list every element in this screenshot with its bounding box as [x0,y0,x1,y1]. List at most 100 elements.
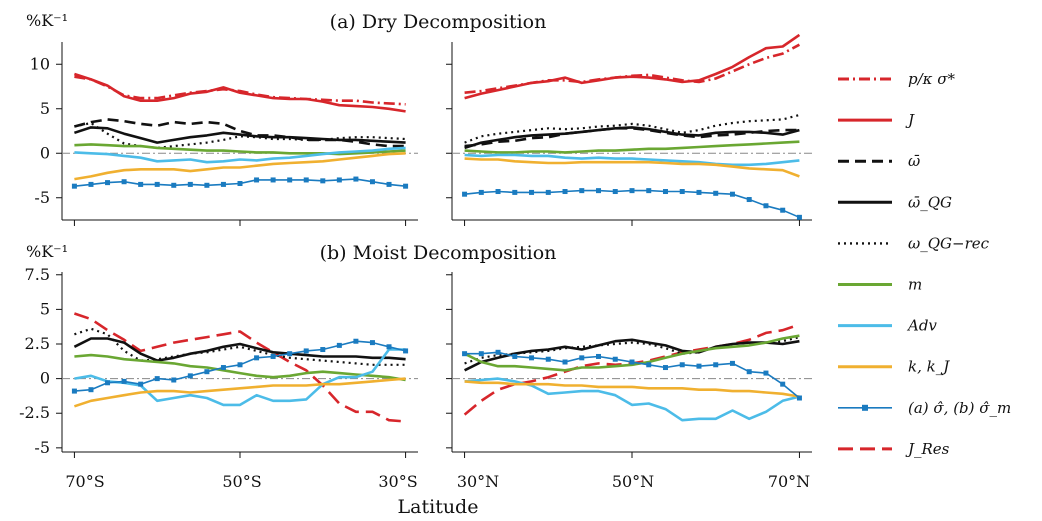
data-point-sigma_hat [763,203,769,209]
data-point-sigma_hat [303,177,309,183]
data-point-sigma_hat [105,380,111,386]
series-line-adv-north [464,153,800,167]
data-point-sigma_hat [729,191,735,197]
data-point-sigma_hat [138,181,144,187]
chart-panels: -5 0 5 10 -5 -2.5 0 2.5 5 7.5 [19,33,812,458]
x-tick-label-70n: 70°N [768,472,810,491]
legend-label-sigma_hat: (a) σ̂, (b) σ̂_m [908,399,1011,417]
data-point-sigma_hat [121,179,127,185]
legend-item-sigma_hat: (a) σ̂, (b) σ̂_m [838,399,1011,417]
data-point-sigma_hat [596,353,602,359]
series-line-k-north [464,157,800,178]
data-point-sigma_hat [529,189,535,195]
data-point-sigma_hat [237,181,243,187]
y-tick-label: 0 [40,143,50,162]
y-tick-label: 7.5 [25,265,50,284]
data-point-sigma_hat [254,177,260,183]
data-point-sigma_hat [596,188,602,194]
panel-b-title: (b) Moist Decomposition [320,242,557,264]
data-point-sigma_hat [386,181,392,187]
data-point-sigma_hat [713,362,719,368]
panel-a-title: (a) Dry Decomposition [330,11,547,33]
data-point-sigma_hat [629,359,635,365]
series-line-m-north [464,334,800,372]
data-point-sigma_hat [478,351,484,357]
series-line-k-south [73,377,406,408]
series-line-sigma_star-south [74,75,406,106]
data-point-sigma_hat [796,214,802,220]
data-point-sigma_hat [71,183,77,189]
data-point-sigma_hat [171,182,177,188]
legend-item-m: m [838,276,922,294]
legend-label-omega: ω̄ [908,152,920,170]
data-point-sigma_hat [105,180,111,186]
series-line-J-south [73,72,406,113]
y-tick-label: 2.5 [25,334,50,353]
y-tick-label: 0 [40,369,50,388]
y-tick-label: 10 [30,54,50,73]
data-point-sigma_hat [138,381,144,387]
panel-a-ylabel: %K⁻¹ [26,11,68,30]
series-line-omega-north [464,127,800,148]
x-tick-label-50n: 50°N [612,472,654,491]
legend-item-adv: Adv [838,317,937,335]
legend-marker-sigma_hat [862,404,868,411]
data-point-sigma_hat [512,353,518,359]
data-point-sigma_hat [612,189,618,195]
series-line-m-south [74,143,406,156]
data-point-sigma_hat [254,355,260,361]
legend-item-J_res: J_Res [838,440,950,458]
data-point-sigma_hat [746,369,752,375]
data-point-sigma_hat [579,355,585,361]
series-line-adv-north [464,377,800,422]
series-line-J-north [464,33,801,100]
legend-label-m: m [908,276,922,294]
data-point-sigma_hat [746,197,752,203]
data-point-sigma_hat [171,377,177,383]
series-line-J_res-south [73,312,406,423]
data-point-sigma_hat [403,348,409,354]
data-point-sigma_hat [369,340,375,346]
panel-b-ylabel: %K⁻¹ [26,242,68,261]
data-point-sigma_hat [336,177,342,183]
data-point-sigma_hat [204,182,210,188]
legend-item-k: k, k_J [838,358,950,376]
data-point-sigma_hat [353,338,359,344]
legend-label-adv: Adv [906,317,937,335]
data-point-sigma_hat [386,344,392,350]
legend-item-omega_qg_rec: ω_QG−rec [838,234,990,252]
data-point-sigma_hat [662,365,668,371]
series-line-m-north [464,140,800,154]
data-point-sigma_hat [71,388,77,394]
series-line-m-south [74,353,406,382]
legend-item-J: J [838,111,915,129]
data-point-sigma_hat [204,369,210,375]
data-point-sigma_hat [495,189,501,195]
data-point-sigma_hat [88,181,94,187]
legend-item-omega_qg: ω̄_QG [838,193,952,211]
x-tick-label-70s: 70°S [65,472,104,491]
data-point-sigma_hat [780,207,786,213]
data-point-sigma_hat [495,349,501,355]
data-point-sigma_hat [529,355,535,361]
data-point-sigma_hat [545,189,551,195]
data-point-sigma_hat [796,395,802,401]
data-point-sigma_hat [462,191,468,197]
data-point-sigma_hat [220,365,226,371]
x-tick-label-30s: 30°S [378,472,417,491]
data-point-sigma_hat [646,362,652,368]
data-point-sigma_hat [763,370,769,376]
data-point-sigma_hat [679,189,685,195]
data-point-sigma_hat [121,378,127,384]
series-line-omega_qg_rec-south [74,327,406,366]
data-point-sigma_hat [713,190,719,196]
data-point-sigma_hat [562,359,568,365]
data-point-sigma_hat [88,387,94,393]
data-point-sigma_hat [629,188,635,194]
series-line-omega_qg-south [73,337,406,362]
data-point-sigma_hat [336,342,342,348]
y-tick-label: 5 [40,299,50,318]
data-point-sigma_hat [270,177,276,183]
